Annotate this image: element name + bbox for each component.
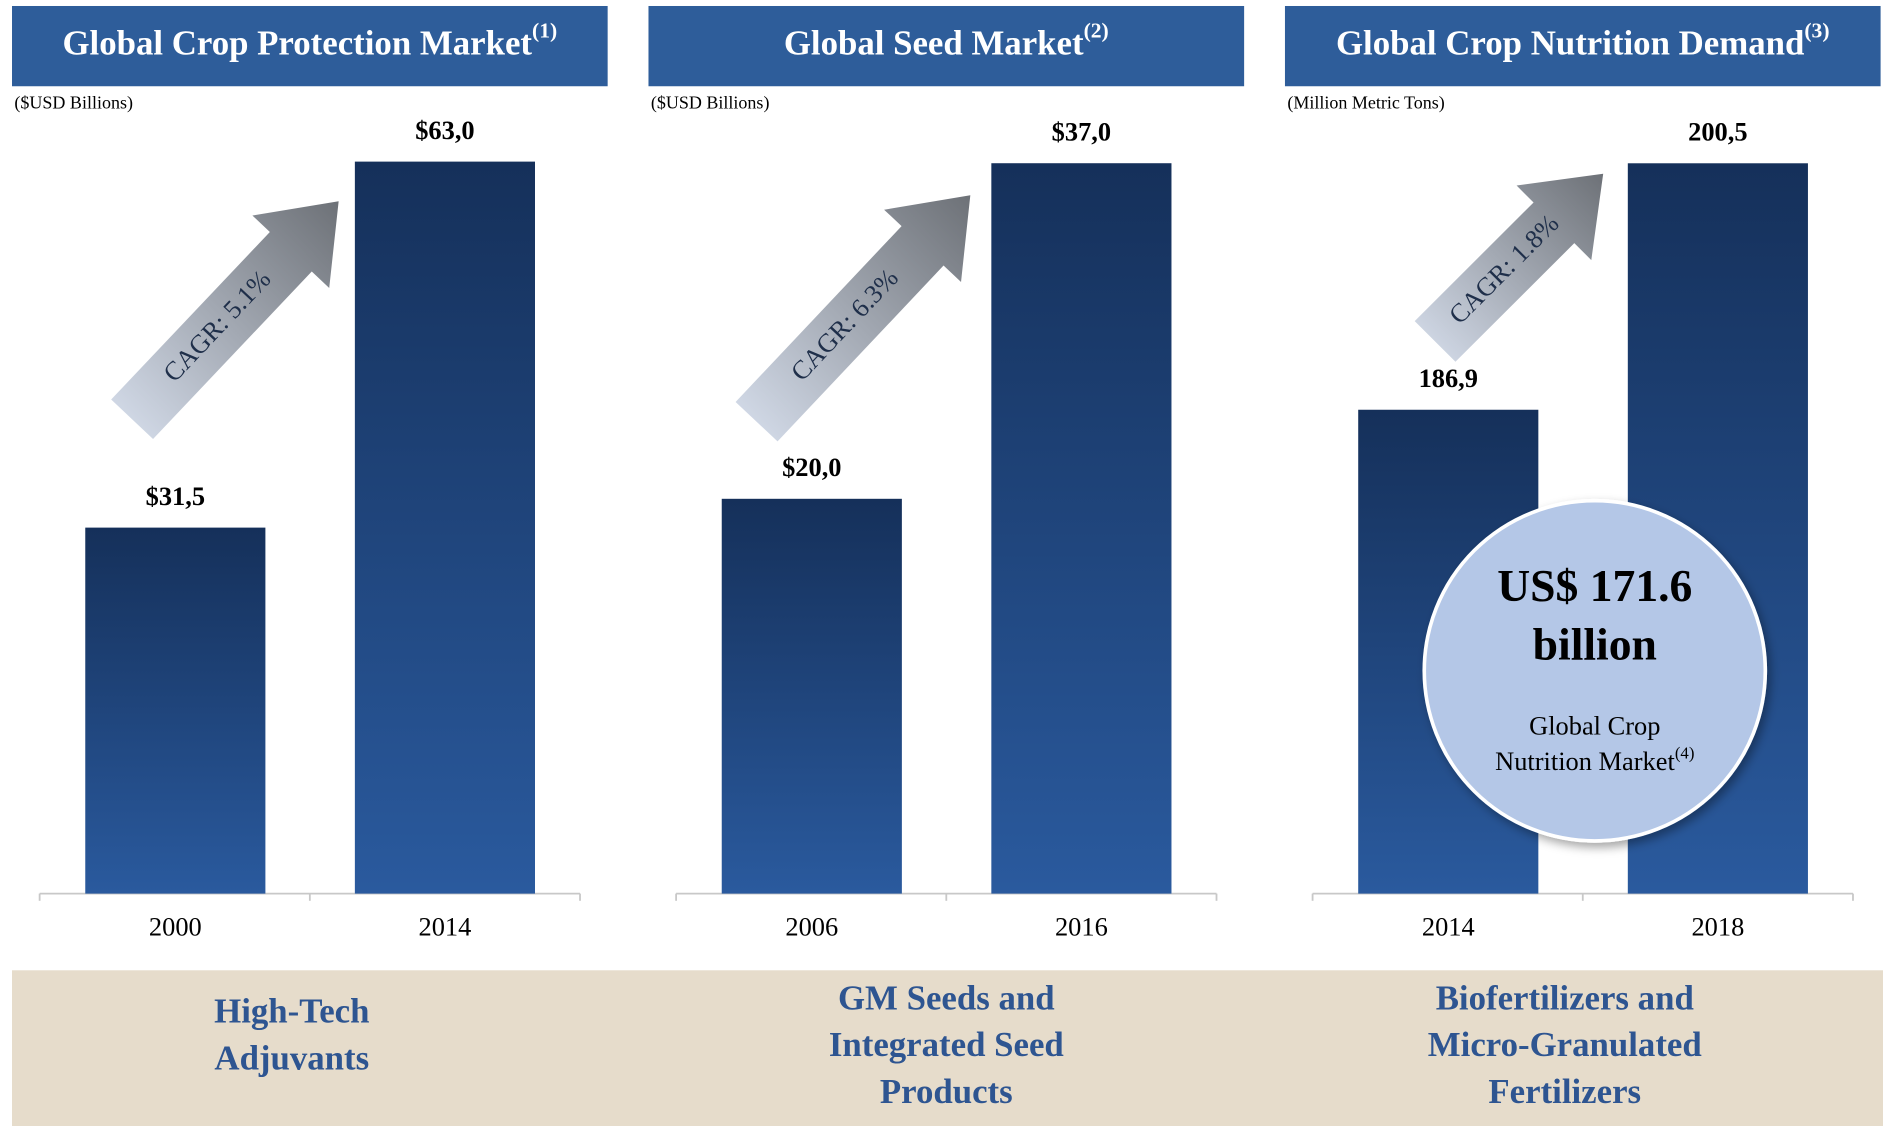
bar: [721, 498, 902, 894]
caption: Biofertilizers and: [1436, 978, 1694, 1017]
bar: [991, 163, 1172, 894]
caption: GM Seeds and: [838, 978, 1055, 1017]
header: [1284, 5, 1881, 87]
x-tick-label: 2014: [1422, 912, 1475, 942]
cagr-arrow: [111, 201, 339, 440]
value-label: $20,0: [782, 452, 841, 482]
caption-band: [12, 970, 1883, 1126]
x-tick-label: 2018: [1691, 912, 1744, 942]
subtitle: (Million Metric Tons): [1287, 92, 1444, 113]
chart-title-text: Global Crop Protection Market: [62, 24, 532, 63]
header: [12, 5, 608, 87]
caption: Products: [880, 1072, 1013, 1111]
title-footnote: (3): [1804, 18, 1829, 42]
subtitle: ($USD Billions): [651, 92, 770, 113]
chart-title: Global Crop Nutrition Demand(3): [1336, 18, 1830, 62]
value-label: $37,0: [1052, 117, 1111, 147]
chart-title: Global Crop Protection Market(1): [62, 18, 557, 62]
bubble: [1422, 498, 1768, 843]
subtitle: ($USD Billions): [14, 92, 133, 113]
bubble-amount: US$ 171.6: [1497, 560, 1692, 611]
caption: Integrated Seed: [829, 1025, 1064, 1064]
bubble-line: Nutrition Market(4): [1495, 744, 1694, 777]
chart-title-text: Global Seed Market: [784, 24, 1084, 63]
caption: High-Tech: [214, 992, 369, 1031]
bubble-unit: billion: [1533, 619, 1657, 670]
x-tick-label: 2006: [785, 912, 838, 942]
chart-title: Global Seed Market(2): [784, 18, 1109, 62]
x-tick-label: 2000: [149, 912, 202, 942]
x-tick-label: 2016: [1055, 912, 1108, 942]
caption: Micro-Granulated: [1428, 1025, 1702, 1064]
header: [648, 5, 1245, 87]
title-footnote: (1): [532, 18, 557, 42]
bar: [85, 527, 266, 894]
bar: [354, 161, 535, 894]
caption: Adjuvants: [214, 1038, 369, 1077]
value-label: $63,0: [415, 115, 474, 145]
bubble-line-text: Nutrition Market: [1495, 746, 1675, 776]
value-label: 200,5: [1688, 117, 1747, 147]
value-label: $31,5: [146, 481, 205, 511]
caption: Fertilizers: [1488, 1072, 1641, 1111]
cagr-arrow: [735, 195, 971, 442]
title-footnote: (2): [1084, 18, 1109, 42]
x-tick-label: 2014: [419, 912, 472, 942]
value-label: 186,9: [1419, 363, 1478, 393]
bubble-footnote: (4): [1675, 744, 1695, 763]
cagr-arrow: [1414, 173, 1604, 362]
bubble-line: Global Crop: [1529, 710, 1660, 740]
chart-title-text: Global Crop Nutrition Demand: [1336, 24, 1804, 63]
